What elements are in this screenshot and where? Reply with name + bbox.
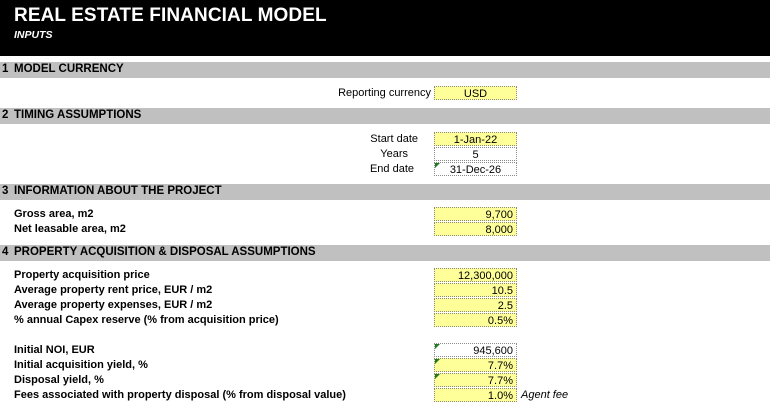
formula-indicator-icon	[435, 374, 440, 379]
rent-price-cell[interactable]: 10.5	[434, 283, 517, 297]
initial-yield-cell[interactable]: 7.7%	[434, 358, 517, 372]
end-date-cell[interactable]: 31-Dec-26	[434, 162, 517, 176]
initial-noi-label: Initial NOI, EUR	[14, 344, 95, 356]
capex-reserve-label: % annual Capex reserve (% from acquisiti…	[14, 314, 279, 326]
title-banner: REAL ESTATE FINANCIAL MODEL INPUTS	[0, 0, 770, 56]
section-title: INFORMATION ABOUT THE PROJECT	[14, 185, 222, 197]
section-header-timing: 2 TIMING ASSUMPTIONS	[0, 108, 770, 124]
end-date-value: 31-Dec-26	[449, 164, 502, 176]
reporting-currency-label: Reporting currency	[338, 87, 431, 99]
disposal-fees-label: Fees associated with property disposal (…	[14, 389, 346, 401]
disposal-yield-cell[interactable]: 7.7%	[434, 373, 517, 387]
initial-yield-value: 7.7%	[487, 360, 513, 372]
capex-reserve-cell[interactable]: 0.5%	[434, 313, 517, 327]
years-label: Years	[380, 148, 408, 160]
section-title: PROPERTY ACQUISITION & DISPOSAL ASSUMPTI…	[14, 246, 316, 258]
net-leasable-area-label: Net leasable area, m2	[14, 223, 126, 235]
disposal-fees-cell[interactable]: 1.0%	[434, 388, 517, 402]
section-header-project: 3 INFORMATION ABOUT THE PROJECT	[0, 184, 770, 200]
section-number: 1	[2, 63, 9, 75]
formula-indicator-icon	[435, 344, 440, 349]
section-title: TIMING ASSUMPTIONS	[14, 109, 142, 121]
section-header-acquisition: 4 PROPERTY ACQUISITION & DISPOSAL ASSUMP…	[0, 245, 770, 261]
gross-area-cell[interactable]: 9,700	[434, 207, 517, 221]
section-header-currency: 1 MODEL CURRENCY	[0, 62, 770, 78]
years-cell[interactable]: 5	[434, 147, 517, 161]
model-subtitle: INPUTS	[14, 29, 53, 41]
section-title: MODEL CURRENCY	[14, 63, 124, 75]
start-date-label: Start date	[370, 133, 418, 145]
section-number: 2	[2, 109, 9, 121]
initial-yield-label: Initial acquisition yield, %	[14, 359, 148, 371]
section-number: 3	[2, 185, 9, 197]
initial-noi-cell[interactable]: 945,600	[434, 343, 517, 357]
section-number: 4	[2, 246, 9, 258]
start-date-cell[interactable]: 1-Jan-22	[434, 132, 517, 146]
initial-noi-value: 945,600	[473, 345, 513, 357]
property-expenses-label: Average property expenses, EUR / m2	[14, 299, 213, 311]
gross-area-label: Gross area, m2	[14, 208, 94, 220]
property-expenses-cell[interactable]: 2.5	[434, 298, 517, 312]
disposal-yield-value: 7.7%	[487, 375, 513, 387]
acquisition-price-cell[interactable]: 12,300,000	[434, 268, 517, 282]
net-leasable-area-cell[interactable]: 8,000	[434, 222, 517, 236]
model-title: REAL ESTATE FINANCIAL MODEL	[14, 5, 327, 26]
disposal-yield-label: Disposal yield, %	[14, 374, 104, 386]
end-date-label: End date	[369, 163, 414, 175]
formula-indicator-icon	[435, 163, 440, 168]
agent-fee-note: Agent fee	[521, 389, 569, 401]
reporting-currency-cell[interactable]: USD	[434, 86, 517, 100]
rent-price-label: Average property rent price, EUR / m2	[14, 284, 213, 296]
acquisition-price-label: Property acquisition price	[14, 269, 150, 281]
formula-indicator-icon	[435, 359, 440, 364]
